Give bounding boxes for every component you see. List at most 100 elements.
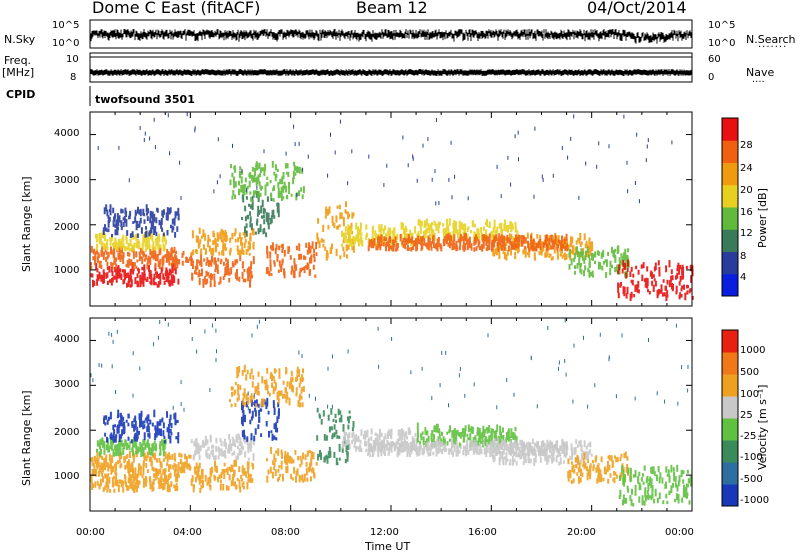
panel0-scatter-5 [190, 227, 255, 257]
vel-ytick-2000: 2000 [54, 427, 80, 438]
panel1-scatter-9 [316, 407, 355, 466]
panel1-colorbar-cell [722, 330, 738, 353]
panel0-scatter-13 [568, 245, 630, 279]
freq-label: Freq. [4, 54, 32, 67]
power-cb-4: 4 [740, 272, 747, 283]
panel0-colorbar-cell [722, 118, 738, 141]
panel1-scatter-0 [90, 467, 180, 493]
power-ytick-1000: 1000 [54, 265, 80, 276]
panel1-colorbar-cell [722, 396, 738, 419]
panel0-frame [89, 111, 693, 307]
panel0-scatter-3 [102, 204, 180, 238]
panel0-colorbar-frame [721, 117, 739, 297]
panel1-colorbar-frame [721, 329, 739, 507]
vel-cb-m500: -500 [740, 474, 763, 485]
panel1-scatter-3 [103, 409, 180, 444]
panel0-scatter-6 [241, 190, 280, 238]
freq-tick-top: 10 [66, 54, 79, 65]
freq-unit: [MHz] [2, 66, 35, 79]
freq-strip-frame [89, 52, 693, 83]
xtick-2400: 00:00 [665, 527, 694, 538]
panel0-scatter-7 [229, 161, 305, 202]
power-cb-12: 12 [740, 228, 753, 239]
panel0-colorbar-cell [722, 251, 738, 275]
plot-title: Dome C East (fitACF) [92, 0, 261, 17]
vel-ytick-1000: 1000 [54, 471, 80, 482]
panel1-scatter-14 [618, 464, 692, 507]
panel0-colorbar-cell [722, 273, 738, 297]
vel-cb-25: 25 [740, 410, 753, 421]
panel0-scatter-1 [90, 245, 193, 270]
nave-tick-bottom: 0 [708, 72, 715, 83]
vel-cb-m1000: -1000 [740, 495, 770, 506]
panel1-scatter-13 [567, 451, 632, 484]
panel0-colorbar-cell [722, 229, 738, 252]
x-axis-title: Time UT [365, 540, 411, 553]
xtick-1600: 16:00 [468, 527, 497, 538]
nsearch-tick-bottom: 10^0 [708, 38, 736, 49]
power-cb-28: 28 [740, 140, 753, 151]
panel1-scatter-10 [341, 427, 418, 453]
cpid-label: CPID [6, 88, 36, 101]
date-label: 04/Oct/2014 [587, 0, 687, 17]
panel0-scatter-4 [190, 254, 255, 288]
cpid-value: twofsound 3501 [95, 93, 195, 106]
panel1-scatter-5 [190, 433, 255, 462]
panel0-colorbar-cell [722, 162, 738, 186]
xtick-0800: 08:00 [271, 527, 300, 538]
panel1-specks [90, 318, 689, 412]
nsky-strip-frame [89, 19, 693, 49]
nsearch-tick-top: 10^5 [708, 20, 736, 31]
power-ytick-2000: 2000 [54, 222, 80, 233]
vel-cb-100: 100 [740, 389, 760, 400]
panel1-scatter-15 [367, 438, 568, 458]
nsky-label: N.Sky [4, 33, 36, 46]
panel0-scatter-8 [265, 241, 318, 279]
nsky-trace [90, 29, 692, 44]
nave-label: Nave [746, 66, 775, 79]
panel1-colorbar-cell [722, 374, 738, 397]
xtick-2000: 20:00 [567, 527, 596, 538]
nsearch-dots: ······· [758, 42, 788, 53]
panel0-scatter-12 [491, 232, 594, 261]
panel1-scatter-7 [229, 364, 305, 408]
vel-ytick-4000: 4000 [54, 334, 80, 345]
xtick-0400: 04:00 [173, 527, 202, 538]
nave-dots: ···· [752, 77, 765, 88]
nave-tick-top: 60 [708, 54, 721, 65]
panel0-scatter-14 [617, 259, 694, 302]
panel1-colorbar-cell [722, 418, 738, 441]
panel0-scatter-11 [416, 218, 519, 243]
power-ytick-3000: 3000 [54, 175, 80, 186]
panel1-scatter-4 [190, 459, 255, 493]
power-cb-8: 8 [740, 251, 747, 262]
xtick-0000: 00:00 [76, 527, 105, 538]
panel1-scatter-1 [90, 449, 192, 475]
panel1-colorbar-cell [722, 440, 738, 463]
vel-cb-m100: -100 [740, 452, 763, 463]
panel0-colorbar-cell [722, 184, 738, 208]
nsky-tick-bottom: 10^0 [52, 38, 80, 49]
power-cb-16: 16 [740, 207, 753, 218]
nsearch-label: N.Search [746, 33, 796, 46]
panel0-colorbar-cell [722, 140, 738, 163]
vel-cb-500: 500 [740, 367, 760, 378]
panel1-scatter-6 [241, 397, 280, 442]
nsky-tick-top: 10^5 [52, 20, 80, 31]
panel0-colorbar-cell [722, 207, 738, 230]
power-ytick-4000: 4000 [54, 128, 80, 139]
beam-label: Beam 12 [356, 0, 428, 17]
panel1-colorbar-cell [722, 484, 738, 507]
xtick-1200: 12:00 [370, 527, 399, 538]
vel-ytick-3000: 3000 [54, 379, 80, 390]
vel-cb-1000: 1000 [740, 345, 766, 356]
power-cb-24: 24 [740, 163, 753, 174]
panel1-colorbar-cell [722, 462, 738, 485]
panel0-specks [97, 112, 673, 206]
power-cb-20: 20 [740, 185, 753, 196]
panel0-scatter-15 [367, 232, 569, 252]
freq-trace [90, 69, 692, 76]
panel1-scatter-8 [266, 446, 318, 483]
vel-cb-m25: -25 [740, 431, 757, 442]
